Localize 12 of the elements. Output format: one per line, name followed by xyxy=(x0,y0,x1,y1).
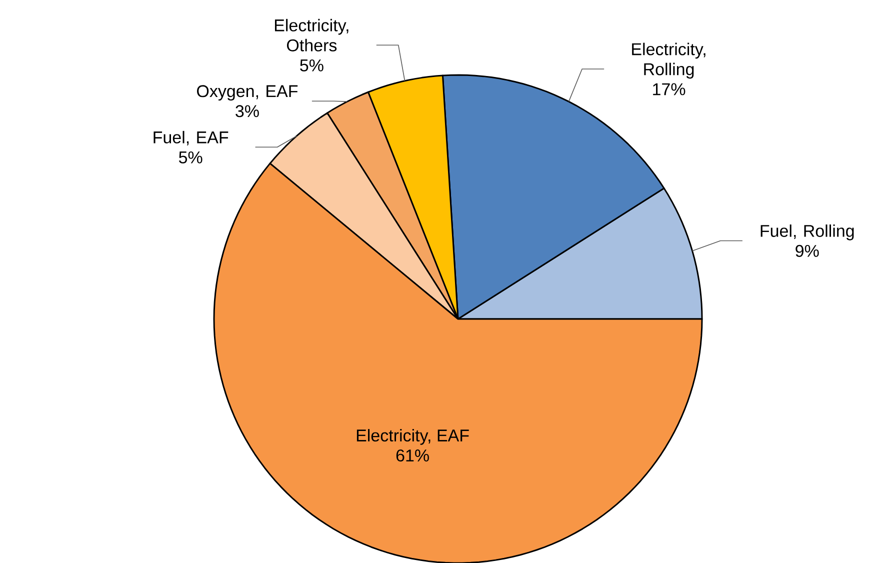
slice-label: Electricity, Rolling xyxy=(632,42,706,79)
slice-label: Oxygen, EAF xyxy=(197,85,298,101)
slice-label: Electricity, Others xyxy=(274,18,348,52)
data-label: 3% xyxy=(236,105,259,118)
data-label: 5% xyxy=(300,59,324,72)
data-label: 17% xyxy=(653,83,686,96)
data-label: 61% xyxy=(396,449,429,462)
slice-label: Fuel, EAF xyxy=(154,130,228,146)
data-label: 9% xyxy=(796,244,819,257)
data-label: 5% xyxy=(178,151,202,164)
slice-label: Electricity, EAF xyxy=(356,429,469,445)
slice-label: Fuel, Rolling xyxy=(760,224,854,240)
